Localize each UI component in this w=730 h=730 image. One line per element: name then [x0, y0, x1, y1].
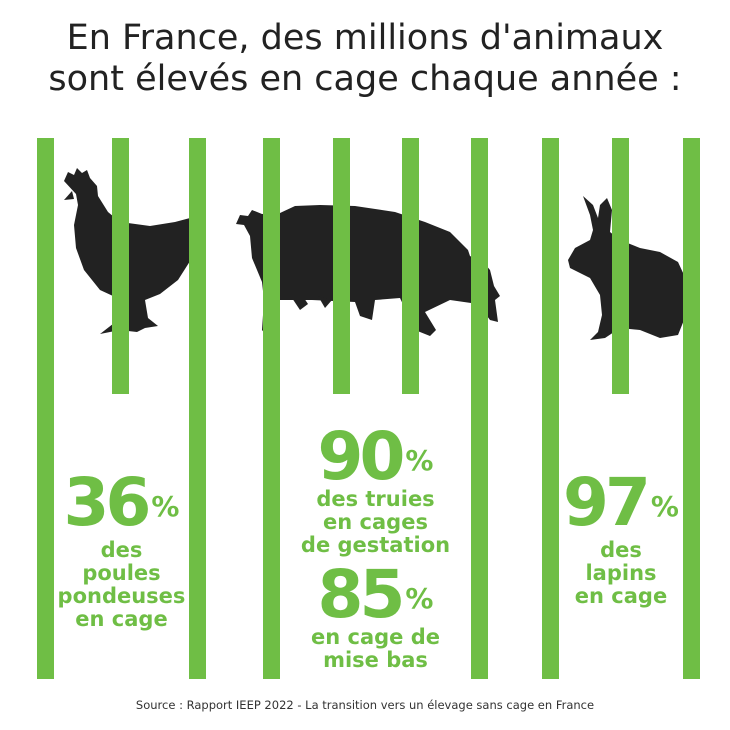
- sows-gestation-stat: 90% des truies en cages de gestation: [280, 424, 471, 557]
- cage-bar: [683, 138, 700, 679]
- hens-stat: 36% des poules pondeuses en cage: [54, 470, 189, 631]
- cage-bar: [333, 138, 350, 394]
- cage-bar: [542, 138, 559, 679]
- hens-percentage: 36%: [63, 464, 180, 541]
- page-title: En France, des millions d'animaux sont é…: [0, 18, 730, 100]
- cage-bar: [402, 138, 419, 394]
- rabbits-label: des lapins en cage: [574, 538, 668, 608]
- sows-farrowing-label: en cage de mise bas: [311, 625, 440, 672]
- hen-icon: [64, 168, 205, 334]
- hens-label: des poules pondeuses en cage: [57, 538, 186, 631]
- sows-farrowing-percentage: 85%: [317, 556, 434, 633]
- cage-bar: [263, 138, 280, 679]
- sows-farrowing-stat: 85% en cage de mise bas: [280, 562, 471, 672]
- cage-bar: [189, 138, 206, 679]
- source-note: Source : Rapport IEEP 2022 - La transiti…: [135, 698, 595, 712]
- sows-gestation-label: des truies en cages de gestation: [300, 487, 451, 557]
- sows-gestation-percentage: 90%: [317, 418, 434, 495]
- title-line-2: sont élevés en cage chaque année :: [48, 59, 682, 99]
- rabbits-stat: 97% des lapins en cage: [559, 470, 683, 608]
- rabbits-percentage: 97%: [563, 464, 679, 541]
- title-line-1: En France, des millions d'animaux: [66, 18, 664, 58]
- cage-bar: [112, 138, 129, 394]
- cage-bar: [37, 138, 54, 679]
- cage-bar: [612, 138, 629, 394]
- pig-icon: [236, 205, 500, 340]
- cage-bar: [471, 138, 488, 679]
